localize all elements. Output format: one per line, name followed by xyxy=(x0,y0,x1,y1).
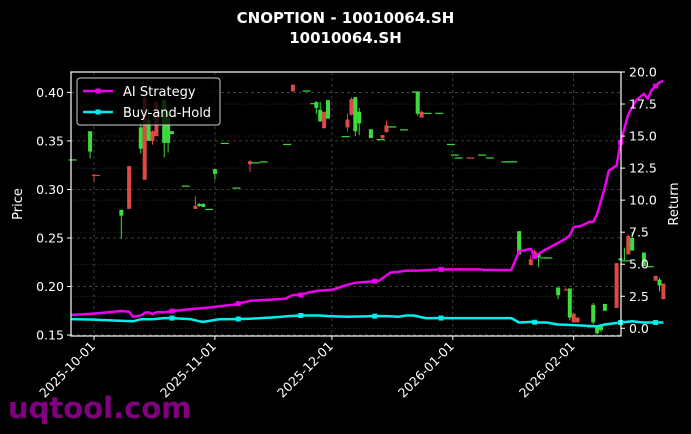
candle xyxy=(657,277,662,292)
candle xyxy=(119,209,124,239)
candle xyxy=(602,303,607,311)
legend-buy-and-hold-label: Buy-and-Hold xyxy=(123,106,211,121)
candle xyxy=(326,100,330,119)
candle xyxy=(283,143,292,146)
price-tick-label: 0.30 xyxy=(36,182,64,197)
price-tick-label: 0.25 xyxy=(36,230,64,245)
candle xyxy=(388,126,397,128)
candle xyxy=(248,160,252,172)
candle xyxy=(626,234,631,255)
candle xyxy=(345,113,350,132)
candle xyxy=(181,185,190,187)
chart-subtitle: 10010064.SH xyxy=(289,29,402,47)
price-tick-label: 0.40 xyxy=(36,85,64,100)
candle xyxy=(150,130,155,145)
candle xyxy=(528,255,533,266)
candle xyxy=(595,327,600,336)
candle xyxy=(454,157,463,159)
return-axis: 0.0 2.5 5.0 7.5 10.0 12.5 15.0 17.5 20.0 xyxy=(621,65,657,336)
candle xyxy=(411,91,420,93)
return-tick-label: 2.5 xyxy=(629,289,649,304)
candle xyxy=(641,252,646,267)
candle xyxy=(138,121,143,154)
candle xyxy=(92,173,100,182)
candle xyxy=(485,157,494,159)
date-tick-label: 2026-02-01 xyxy=(516,339,578,401)
chart-title: CNOPTION - 10010064.SH xyxy=(236,9,455,27)
candle xyxy=(127,166,132,209)
candle xyxy=(205,208,214,211)
candle xyxy=(544,257,553,259)
candle xyxy=(314,101,319,114)
candle xyxy=(302,90,311,92)
watermark: uqtool.com xyxy=(8,391,192,425)
candle xyxy=(509,161,518,163)
legend: AI Strategy Buy-and-Hold xyxy=(76,77,221,126)
return-tick-label: 5.0 xyxy=(629,257,649,272)
candle xyxy=(591,303,596,325)
candle xyxy=(423,112,432,114)
candle xyxy=(450,154,459,156)
candle xyxy=(380,135,385,139)
candle xyxy=(571,313,576,323)
price-axis-label: Price xyxy=(11,188,26,220)
return-tick-label: 10.0 xyxy=(629,193,657,208)
candle xyxy=(446,143,455,146)
return-tick-label: 7.5 xyxy=(629,225,649,240)
candle xyxy=(197,203,202,207)
candle xyxy=(478,154,487,156)
candle xyxy=(349,97,354,116)
candle xyxy=(318,102,323,122)
return-lines xyxy=(70,79,664,328)
candle xyxy=(251,162,260,164)
candle xyxy=(290,84,295,92)
candle xyxy=(322,111,327,129)
price-tick-label: 0.15 xyxy=(36,328,64,343)
candle xyxy=(193,196,198,209)
candle xyxy=(435,112,444,114)
candle xyxy=(376,138,385,141)
candle xyxy=(415,91,420,116)
return-tick-label: 0.0 xyxy=(629,321,649,336)
candle xyxy=(614,263,619,308)
candle xyxy=(653,275,658,281)
legend-ai-strategy-label: AI Strategy xyxy=(123,85,196,100)
return-axis-label: Return xyxy=(667,182,682,225)
candle xyxy=(400,129,409,131)
price-tick-label: 0.20 xyxy=(36,279,64,294)
date-tick-label: 2026-01-01 xyxy=(395,339,457,401)
date-tick-label: 2025-12-01 xyxy=(274,339,336,401)
plot-frame xyxy=(70,71,622,337)
candle xyxy=(220,142,229,145)
candle xyxy=(368,129,373,138)
candle xyxy=(201,203,206,207)
candle xyxy=(645,266,654,268)
candle xyxy=(575,317,580,323)
return-tick-label: 12.5 xyxy=(629,161,657,176)
return-tick-label: 15.0 xyxy=(629,129,657,144)
candle xyxy=(466,157,475,159)
price-tick-label: 0.35 xyxy=(36,133,64,148)
candle xyxy=(68,159,77,161)
candle xyxy=(88,131,93,159)
candle xyxy=(622,247,631,262)
candle xyxy=(232,187,241,189)
candle xyxy=(630,232,635,251)
candle xyxy=(357,107,362,136)
return-tick-label: 17.5 xyxy=(629,97,657,112)
candle xyxy=(556,287,561,300)
candle xyxy=(384,120,389,133)
candle xyxy=(170,131,174,135)
price-axis: 0.15 0.20 0.25 0.30 0.35 0.40 xyxy=(36,85,71,343)
candle xyxy=(259,161,268,163)
candle xyxy=(419,110,424,118)
candle xyxy=(661,283,666,300)
candle xyxy=(353,97,358,137)
return-tick-label: 20.0 xyxy=(629,65,657,80)
candle xyxy=(567,288,572,321)
candle xyxy=(212,169,217,180)
candle xyxy=(341,136,350,138)
